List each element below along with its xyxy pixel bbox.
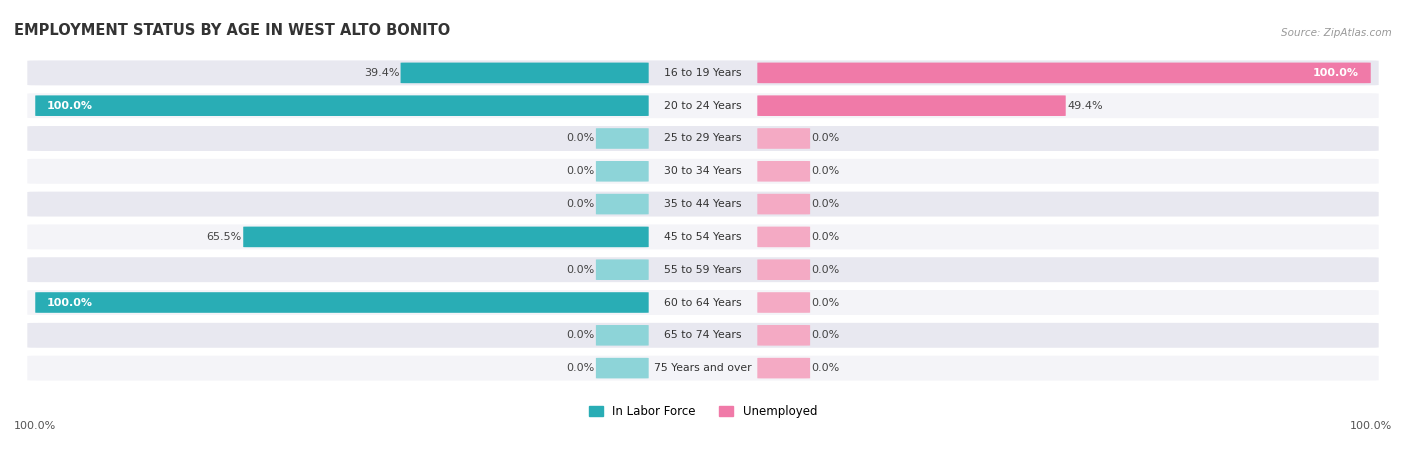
FancyBboxPatch shape: [758, 259, 810, 280]
Text: 16 to 19 Years: 16 to 19 Years: [664, 68, 742, 78]
FancyBboxPatch shape: [27, 93, 1379, 118]
FancyBboxPatch shape: [27, 290, 1379, 315]
Text: 35 to 44 Years: 35 to 44 Years: [664, 199, 742, 209]
Text: 0.0%: 0.0%: [811, 330, 839, 340]
Text: Source: ZipAtlas.com: Source: ZipAtlas.com: [1281, 28, 1392, 38]
Text: 100.0%: 100.0%: [1313, 68, 1358, 78]
Text: 0.0%: 0.0%: [811, 363, 839, 373]
FancyBboxPatch shape: [401, 63, 648, 83]
FancyBboxPatch shape: [27, 356, 1379, 381]
FancyBboxPatch shape: [596, 259, 648, 280]
Text: 0.0%: 0.0%: [811, 297, 839, 307]
FancyBboxPatch shape: [27, 126, 1379, 151]
FancyBboxPatch shape: [27, 159, 1379, 184]
FancyBboxPatch shape: [27, 192, 1379, 216]
FancyBboxPatch shape: [596, 358, 648, 378]
Text: 100.0%: 100.0%: [1350, 421, 1392, 431]
FancyBboxPatch shape: [596, 128, 648, 149]
Text: 30 to 34 Years: 30 to 34 Years: [664, 166, 742, 176]
Text: 25 to 29 Years: 25 to 29 Years: [664, 134, 742, 144]
Text: 0.0%: 0.0%: [567, 166, 595, 176]
FancyBboxPatch shape: [27, 323, 1379, 348]
Text: 60 to 64 Years: 60 to 64 Years: [664, 297, 742, 307]
Text: 100.0%: 100.0%: [14, 421, 56, 431]
Text: 0.0%: 0.0%: [567, 363, 595, 373]
FancyBboxPatch shape: [596, 194, 648, 214]
Text: 0.0%: 0.0%: [811, 265, 839, 274]
Text: 65.5%: 65.5%: [207, 232, 242, 242]
Text: 49.4%: 49.4%: [1067, 101, 1102, 111]
FancyBboxPatch shape: [758, 63, 1371, 83]
Text: 100.0%: 100.0%: [48, 101, 93, 111]
Text: 0.0%: 0.0%: [567, 330, 595, 340]
Legend: In Labor Force, Unemployed: In Labor Force, Unemployed: [589, 405, 817, 418]
FancyBboxPatch shape: [27, 60, 1379, 86]
FancyBboxPatch shape: [758, 161, 810, 182]
FancyBboxPatch shape: [758, 128, 810, 149]
Text: 45 to 54 Years: 45 to 54 Years: [664, 232, 742, 242]
Text: 0.0%: 0.0%: [811, 166, 839, 176]
FancyBboxPatch shape: [758, 194, 810, 214]
FancyBboxPatch shape: [35, 95, 648, 116]
Text: 20 to 24 Years: 20 to 24 Years: [664, 101, 742, 111]
FancyBboxPatch shape: [243, 227, 648, 247]
Text: 0.0%: 0.0%: [811, 199, 839, 209]
Text: EMPLOYMENT STATUS BY AGE IN WEST ALTO BONITO: EMPLOYMENT STATUS BY AGE IN WEST ALTO BO…: [14, 23, 450, 38]
FancyBboxPatch shape: [758, 292, 810, 313]
Text: 75 Years and over: 75 Years and over: [654, 363, 752, 373]
Text: 65 to 74 Years: 65 to 74 Years: [664, 330, 742, 340]
FancyBboxPatch shape: [596, 325, 648, 346]
FancyBboxPatch shape: [27, 225, 1379, 249]
Text: 0.0%: 0.0%: [567, 265, 595, 274]
Text: 0.0%: 0.0%: [567, 134, 595, 144]
FancyBboxPatch shape: [596, 161, 648, 182]
Text: 0.0%: 0.0%: [811, 134, 839, 144]
FancyBboxPatch shape: [758, 325, 810, 346]
FancyBboxPatch shape: [758, 95, 1066, 116]
FancyBboxPatch shape: [27, 257, 1379, 282]
FancyBboxPatch shape: [758, 358, 810, 378]
FancyBboxPatch shape: [35, 292, 648, 313]
Text: 39.4%: 39.4%: [364, 68, 399, 78]
FancyBboxPatch shape: [758, 227, 810, 247]
Text: 100.0%: 100.0%: [48, 297, 93, 307]
Text: 0.0%: 0.0%: [567, 199, 595, 209]
Text: 55 to 59 Years: 55 to 59 Years: [664, 265, 742, 274]
Text: 0.0%: 0.0%: [811, 232, 839, 242]
